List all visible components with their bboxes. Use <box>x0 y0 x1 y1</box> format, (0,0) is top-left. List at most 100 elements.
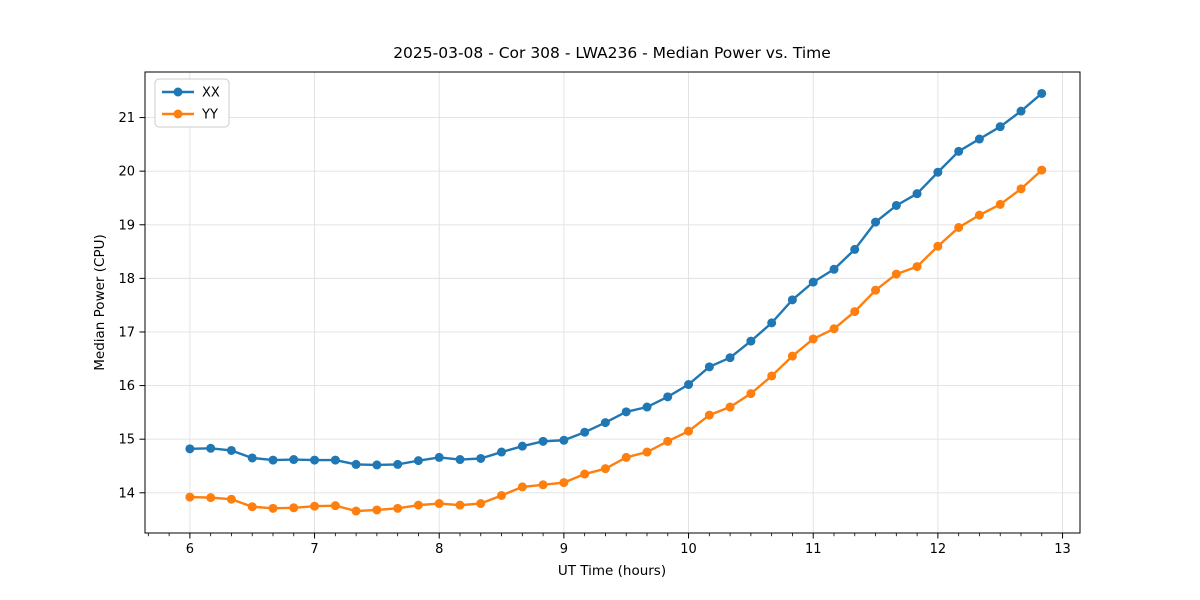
data-point-XX <box>372 460 382 470</box>
data-point-XX <box>559 435 569 445</box>
y-axis-label: Median Power (CPU) <box>92 234 108 370</box>
data-point-YY <box>850 307 860 317</box>
data-point-YY <box>829 324 839 334</box>
data-point-YY <box>891 269 901 279</box>
x-tick-label-7: 7 <box>310 542 318 557</box>
data-point-XX <box>767 318 777 328</box>
data-point-YY <box>954 222 964 232</box>
x-axis-label: UT Time (hours) <box>558 563 666 579</box>
data-point-YY <box>725 402 735 412</box>
data-point-YY <box>538 480 548 490</box>
data-point-YY <box>497 490 507 500</box>
data-point-XX <box>351 459 361 469</box>
y-tick-label-19: 19 <box>118 218 135 233</box>
data-point-YY <box>310 501 320 511</box>
data-point-XX <box>974 134 984 144</box>
data-point-YY <box>704 410 714 420</box>
data-point-XX <box>725 353 735 363</box>
data-point-XX <box>663 392 673 402</box>
legend-label-YY: YY <box>201 108 218 123</box>
chart-title: 2025-03-08 - Cor 308 - LWA236 - Median P… <box>393 44 831 62</box>
data-point-YY <box>559 478 569 488</box>
data-point-YY <box>642 447 652 457</box>
data-point-XX <box>206 443 216 453</box>
data-point-YY <box>372 505 382 515</box>
data-point-XX <box>912 189 922 199</box>
data-point-XX <box>787 295 797 305</box>
data-point-YY <box>455 500 465 510</box>
plot-border <box>144 71 1081 534</box>
data-point-XX <box>621 407 631 417</box>
series-layer <box>185 88 1047 516</box>
data-point-XX <box>226 445 236 455</box>
data-point-XX <box>600 418 610 428</box>
data-point-YY <box>268 503 278 513</box>
data-point-XX <box>954 146 964 156</box>
data-point-XX <box>808 277 818 287</box>
data-point-YY <box>247 502 257 512</box>
data-point-YY <box>933 241 943 251</box>
data-point-XX <box>393 459 403 469</box>
x-tick-label-10: 10 <box>680 542 697 557</box>
data-point-YY <box>808 334 818 344</box>
x-tick-label-12: 12 <box>930 542 947 557</box>
data-point-XX <box>289 455 299 465</box>
data-point-XX <box>413 456 423 466</box>
data-point-YY <box>185 492 195 502</box>
data-point-XX <box>891 200 901 210</box>
y-tick-label-20: 20 <box>118 165 135 180</box>
data-point-XX <box>642 402 652 412</box>
y-tick-label-17: 17 <box>118 325 135 340</box>
data-point-XX <box>746 336 756 346</box>
data-point-YY <box>600 464 610 474</box>
y-tick-label-21: 21 <box>118 111 135 126</box>
data-point-YY <box>974 210 984 220</box>
data-point-YY <box>871 285 881 295</box>
data-point-XX <box>850 244 860 254</box>
data-point-YY <box>767 371 777 381</box>
data-point-YY <box>393 503 403 513</box>
data-point-XX <box>684 380 694 390</box>
data-point-YY <box>289 503 299 513</box>
data-point-XX <box>185 444 195 454</box>
series-XX <box>185 88 1047 470</box>
data-point-YY <box>476 499 486 509</box>
data-point-XX <box>829 264 839 274</box>
data-point-YY <box>1016 184 1026 194</box>
data-point-XX <box>704 362 714 372</box>
data-point-YY <box>995 199 1005 209</box>
data-point-YY <box>1037 165 1047 175</box>
y-tick-label-14: 14 <box>118 486 135 501</box>
data-point-YY <box>330 501 340 511</box>
series-line-XX <box>188 92 1043 467</box>
data-point-YY <box>413 500 423 510</box>
data-point-XX <box>455 455 465 465</box>
legend: XX YY <box>154 78 230 128</box>
x-tick-label-8: 8 <box>435 542 443 557</box>
data-point-YY <box>226 494 236 504</box>
y-tick-label-18: 18 <box>118 272 135 287</box>
data-point-YY <box>206 493 216 503</box>
data-point-XX <box>434 452 444 462</box>
data-point-YY <box>351 506 361 516</box>
data-point-XX <box>268 455 278 465</box>
data-point-YY <box>912 262 922 272</box>
data-point-XX <box>580 427 590 437</box>
legend-label-XX: XX <box>202 86 220 101</box>
x-tick-label-9: 9 <box>560 542 568 557</box>
legend-item-XX: XX <box>162 86 220 101</box>
data-point-YY <box>787 351 797 361</box>
axis-tick-labels: 6 7 8 9 10 11 12 13 14 15 16 17 18 19 20 21 <box>118 111 1070 557</box>
legend-marker-sample <box>173 109 183 119</box>
data-point-XX <box>476 453 486 463</box>
data-point-YY <box>621 452 631 462</box>
y-tick-label-16: 16 <box>118 379 135 394</box>
legend-marker-sample <box>173 87 183 97</box>
data-point-YY <box>434 499 444 509</box>
data-point-YY <box>746 389 756 399</box>
x-tick-label-13: 13 <box>1054 542 1071 557</box>
data-point-XX <box>247 453 257 463</box>
data-point-XX <box>517 441 527 451</box>
